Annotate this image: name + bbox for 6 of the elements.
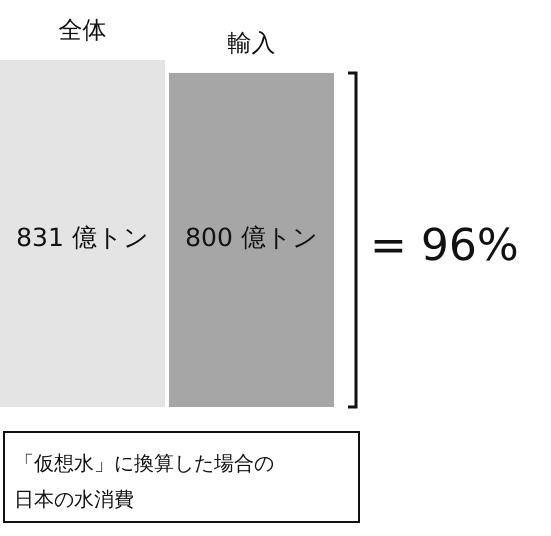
x-tick-label: 輸入 xyxy=(228,28,276,57)
text: 「仮想水」に換算した場合の日本の水消費 xyxy=(14,451,274,511)
x-tick-label: 全体 xyxy=(58,16,106,44)
text: = 96% xyxy=(370,220,519,271)
data-label: 831 億トン xyxy=(16,223,149,252)
data-label: 800 億トン xyxy=(185,223,318,252)
